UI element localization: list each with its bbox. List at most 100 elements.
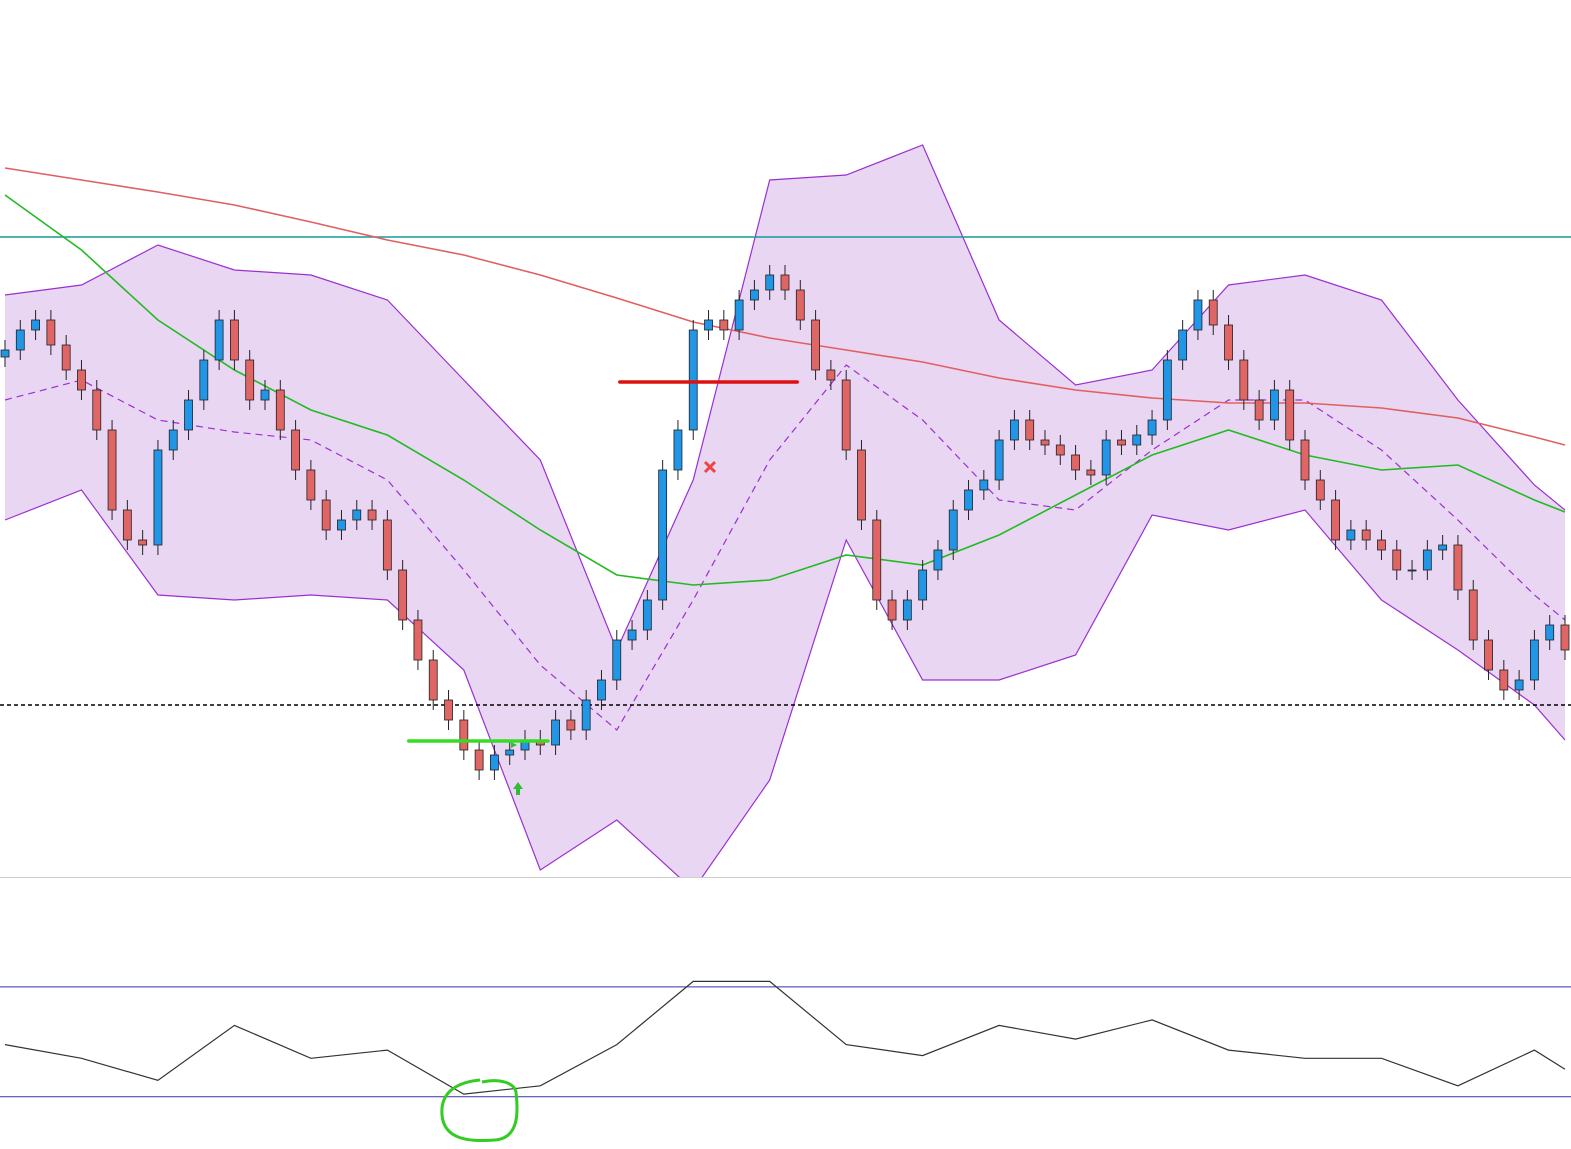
candle-body <box>337 519 346 531</box>
candle-body <box>122 509 132 541</box>
candle-body <box>1055 444 1065 456</box>
candle-body <box>1147 419 1157 436</box>
candle-body <box>1377 539 1386 551</box>
candle-body <box>1010 419 1019 441</box>
oscillator-pane <box>0 980 1571 1098</box>
candle-body <box>612 639 622 681</box>
candle-body <box>581 699 591 731</box>
candle-body <box>1346 529 1356 541</box>
candle-body <box>933 549 943 571</box>
candle-body <box>1132 434 1142 446</box>
candle-body <box>505 749 515 756</box>
candle-body <box>1530 639 1539 681</box>
candle-body <box>811 319 820 371</box>
candle-body <box>780 274 790 291</box>
candle-body <box>275 389 285 431</box>
candle-body <box>857 449 866 521</box>
candle-body <box>1025 419 1035 441</box>
candle-body <box>1514 679 1524 691</box>
candle-body <box>918 569 928 601</box>
candle-body <box>245 359 255 401</box>
candle-body <box>1193 299 1203 331</box>
candle-body <box>1239 359 1249 401</box>
candle-body <box>765 274 775 291</box>
candle-body <box>474 749 484 771</box>
candle-body <box>673 429 683 471</box>
candle-body <box>627 629 637 641</box>
candle-body <box>551 719 560 746</box>
candle-body <box>1178 329 1188 361</box>
candle-body <box>1484 639 1493 671</box>
candle-body <box>459 719 469 751</box>
buy-marker <box>513 782 523 795</box>
oscillator-line <box>4 980 1566 1095</box>
candle-body <box>1453 544 1463 591</box>
candle-body <box>826 369 836 381</box>
candle-body <box>872 519 882 601</box>
moving-average <box>4 194 1566 586</box>
band-lower <box>4 489 1566 877</box>
candle-body <box>153 449 163 546</box>
candle-body <box>260 389 270 401</box>
band-middle <box>4 364 1566 731</box>
candle-body <box>1545 624 1555 641</box>
candle-body <box>1285 389 1295 441</box>
candle-body <box>1300 439 1310 481</box>
buy-flag <box>511 742 517 748</box>
candle-body <box>994 439 1004 481</box>
candle-body <box>1468 589 1478 641</box>
candle-body <box>214 319 224 361</box>
candle-body <box>1407 569 1417 572</box>
candle-body <box>321 499 331 531</box>
candle-body <box>352 509 362 521</box>
candle-body <box>1438 544 1448 551</box>
annotation-circle <box>440 1078 519 1143</box>
candle-body <box>1162 359 1172 421</box>
candle-body <box>841 379 851 451</box>
candle-body <box>0 349 10 358</box>
candle-body <box>413 619 423 661</box>
candle-body <box>658 469 668 601</box>
candle-body <box>230 319 239 361</box>
candle-body <box>291 429 300 471</box>
candle-body <box>734 299 744 331</box>
candle-body <box>398 569 408 621</box>
candle-body <box>61 344 71 371</box>
candle-body <box>444 699 453 721</box>
candle-body <box>1361 529 1371 541</box>
candle-body <box>1208 299 1218 326</box>
sell-marker <box>703 460 717 474</box>
candle-body <box>750 289 759 301</box>
candle-body <box>964 489 973 511</box>
candle-body <box>138 539 148 546</box>
candle-body <box>642 599 652 631</box>
candle-body <box>184 399 193 431</box>
candle-body <box>306 469 316 501</box>
candle-body <box>795 289 805 321</box>
candle-body <box>902 599 912 621</box>
candle-body <box>1560 624 1570 651</box>
candle-body <box>719 319 729 331</box>
candle-body <box>1270 389 1279 421</box>
candle-body <box>948 509 958 551</box>
candle-body <box>46 319 56 346</box>
price-pane <box>0 144 1571 877</box>
candle-body <box>77 369 86 391</box>
candle-body <box>704 319 713 331</box>
candle-body <box>688 329 698 431</box>
candle-body <box>92 389 102 431</box>
candle-body <box>367 509 377 521</box>
candle-body <box>15 329 25 351</box>
candle-body <box>1224 324 1233 361</box>
moving-average <box>4 167 1566 446</box>
candle-body <box>1117 439 1126 446</box>
candle-body <box>199 359 209 401</box>
candle-body <box>1499 669 1509 691</box>
candle-body <box>1331 499 1340 541</box>
candle-body <box>1101 439 1111 476</box>
candle-body <box>382 519 392 571</box>
candle-body <box>31 319 40 331</box>
candle-body <box>428 659 438 701</box>
candle-body <box>490 754 499 771</box>
